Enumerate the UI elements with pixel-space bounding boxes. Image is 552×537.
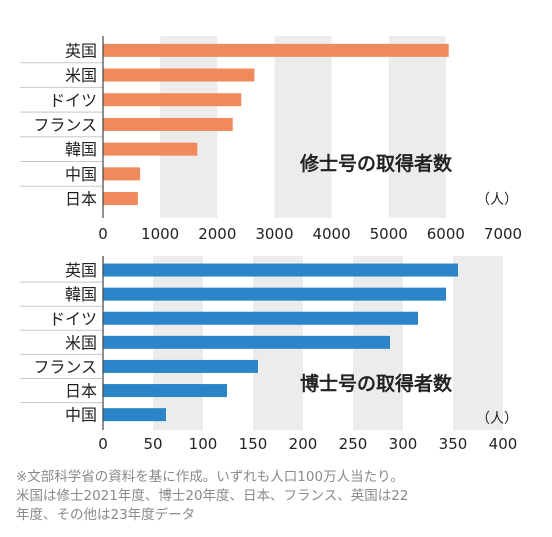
masters-bar [103, 93, 242, 107]
masters-tick-label: 4000 [312, 225, 350, 243]
doctorate-bar [103, 335, 390, 349]
masters-tick-label: 3000 [255, 225, 293, 243]
masters-tick-label: 7000 [484, 225, 522, 243]
masters-category-label: 中国 [65, 165, 97, 184]
masters-grid-band [274, 36, 332, 218]
doctorate-tick-label: 400 [489, 435, 518, 453]
doctorate-bar [103, 311, 418, 325]
masters-chart-title: 修士号の取得者数 [299, 152, 453, 175]
doctorate-tick-label: 150 [239, 435, 268, 453]
doctorate-grid-band [453, 256, 503, 430]
doctorate-category-label: ドイツ [49, 309, 97, 328]
doctorate-tick-label: 250 [339, 435, 368, 453]
masters-bar [103, 43, 449, 57]
doctorate-chart-title: 博士号の取得者数 [300, 372, 453, 395]
masters-tick-label: 2000 [198, 225, 236, 243]
doctorate-tick-label: 300 [389, 435, 418, 453]
doctorate-category-label: 日本 [65, 382, 97, 401]
masters-tick-label: 5000 [370, 225, 408, 243]
doctorate-unit-label: （人） [476, 411, 518, 427]
masters-bar [103, 68, 255, 82]
doctorate-bar [103, 359, 258, 373]
source-note-line-2: 米国は修士2021年度、博士20年度、日本、フランス、英国は22 [16, 488, 409, 504]
masters-tick-label: 1000 [141, 225, 179, 243]
masters-unit-label: （人） [476, 192, 518, 208]
masters-bar [103, 167, 141, 181]
masters-category-label: 米国 [65, 66, 97, 85]
doctorate-tick-label: 200 [289, 435, 318, 453]
masters-tick-label: 0 [98, 225, 108, 243]
doctorate-category-label: フランス [33, 357, 97, 376]
masters-category-label: 英国 [65, 41, 97, 60]
doctorate-bar [103, 408, 166, 422]
doctorate-tick-label: 100 [189, 435, 218, 453]
masters-grid-band [388, 36, 446, 218]
doctorate-bar [103, 287, 446, 301]
doctorate-category-label: 韓国 [65, 285, 97, 304]
source-note-line-1: ※文部科学省の資料を基に作成。いずれも人口100万人当たり。 [16, 469, 404, 485]
masters-bar [103, 142, 198, 156]
doctorate-category-label: 米国 [65, 333, 97, 352]
doctorate-tick-label: 350 [439, 435, 468, 453]
doctorate-category-label: 中国 [65, 406, 97, 425]
doctorate-bar [103, 263, 458, 277]
doctorate-tick-label: 50 [143, 435, 162, 453]
masters-category-label: 韓国 [65, 140, 97, 159]
doctorate-bar [103, 384, 227, 398]
masters-category-label: ドイツ [49, 91, 97, 110]
masters-tick-label: 6000 [427, 225, 465, 243]
doctorate-tick-label: 0 [98, 435, 108, 453]
masters-bar [103, 117, 233, 131]
source-note-line-3: 年度、その他は23年度データ [16, 507, 196, 523]
masters-category-label: フランス [33, 115, 97, 134]
masters-category-label: 日本 [65, 190, 97, 209]
doctorate-category-label: 英国 [65, 261, 97, 280]
masters-bar [103, 192, 138, 206]
